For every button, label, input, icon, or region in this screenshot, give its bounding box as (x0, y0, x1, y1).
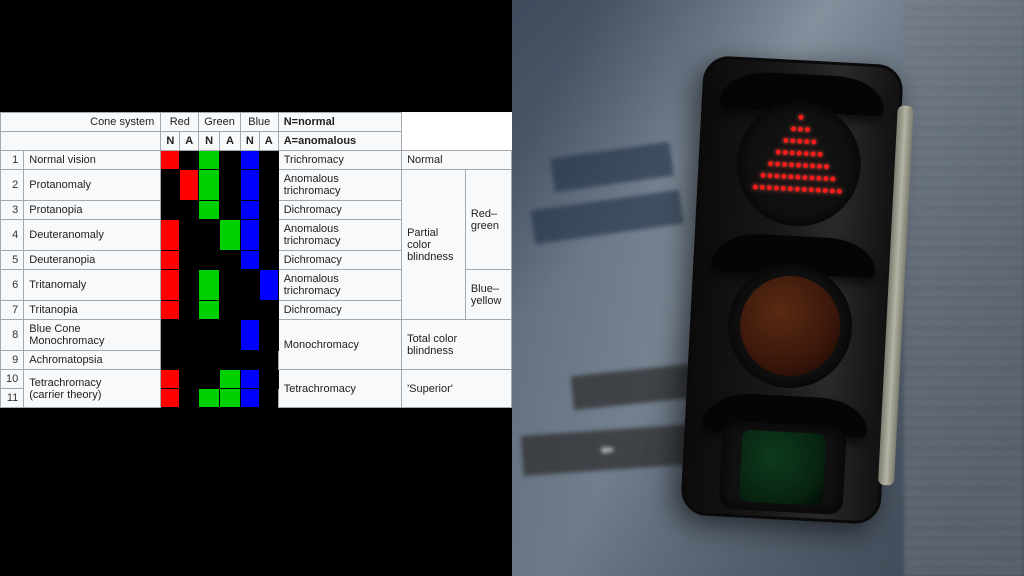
table-row: 8 Blue Cone Monochromacy Monochromacy To… (1, 320, 512, 351)
header-red: Red (161, 113, 199, 132)
triangle-icon: [1,3,5,7,9,11,13] (741, 106, 856, 212)
lamp-middle (719, 254, 862, 397)
lamp-top: [1,3,5,7,9,11,13] (727, 93, 870, 236)
table-row: 10 Tetrachromacy(carrier theory) Tetrach… (1, 370, 512, 389)
group-total: Total color blindness (402, 320, 512, 370)
traffic-light-housing: [1,3,5,7,9,11,13] (680, 55, 904, 525)
header-A: A (185, 135, 193, 147)
group-partial: Partial color blindness (402, 170, 466, 320)
header-N: N (166, 135, 174, 147)
color-blindness-table: Cone system Red Green Blue N=normal N A … (0, 112, 512, 408)
traffic-light-scene: ⬅ [1,3,5,7,9,11,13] (512, 0, 1024, 576)
lamp-bottom (712, 414, 853, 521)
header-cone-system: Cone system (1, 113, 161, 132)
table-row: 1 Normal vision Trichromacy Normal (1, 151, 512, 170)
legend-a: A=anomalous (278, 132, 401, 151)
group-superior: 'Superior' (402, 370, 512, 408)
left-panel: Cone system Red Green Blue N=normal N A … (0, 0, 512, 576)
group-redgreen: Red– green (465, 170, 511, 270)
row-name: Normal vision (24, 151, 161, 170)
square-icon (739, 430, 827, 506)
legend-n: N=normal (278, 113, 401, 132)
class-cell: Trichromacy (278, 151, 401, 170)
table-row: 2 Protanomaly Anomalous trichromacy Part… (1, 170, 512, 201)
right-panel: ⬅ [1,3,5,7,9,11,13] (512, 0, 1024, 576)
header-green: Green (199, 113, 241, 132)
group-cell: Normal (402, 151, 512, 170)
header-blue: Blue (240, 113, 278, 132)
group-blueyellow: Blue– yellow (465, 270, 511, 320)
